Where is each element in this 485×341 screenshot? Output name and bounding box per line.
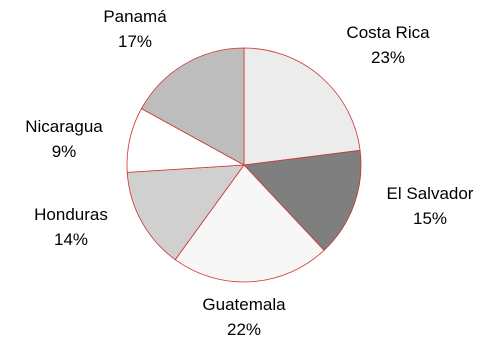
label-nicaragua-value: 9% <box>52 142 77 161</box>
pie-slice-panama <box>140 47 245 166</box>
label-panama-value: 17% <box>118 32 152 51</box>
label-panama-name: Panamá <box>103 7 167 26</box>
label-costa-rica-name: Costa Rica <box>346 23 430 42</box>
pie-slice-honduras <box>126 164 245 261</box>
label-honduras-name: Honduras <box>34 205 108 224</box>
pie-slice-costa-rica <box>243 47 361 166</box>
label-el-salvador-name: El Salvador <box>387 184 474 203</box>
label-costa-rica-value: 23% <box>371 48 405 67</box>
label-honduras-value: 14% <box>54 230 88 249</box>
pie-slices <box>126 47 362 283</box>
pie-slice-el-salvador <box>243 149 362 251</box>
label-guatemala-value: 22% <box>227 320 261 339</box>
label-el-salvador-value: 15% <box>413 209 447 228</box>
pie-slice-guatemala <box>174 164 325 283</box>
label-nicaragua-name: Nicaragua <box>25 117 103 136</box>
label-guatemala-name: Guatemala <box>202 295 286 314</box>
